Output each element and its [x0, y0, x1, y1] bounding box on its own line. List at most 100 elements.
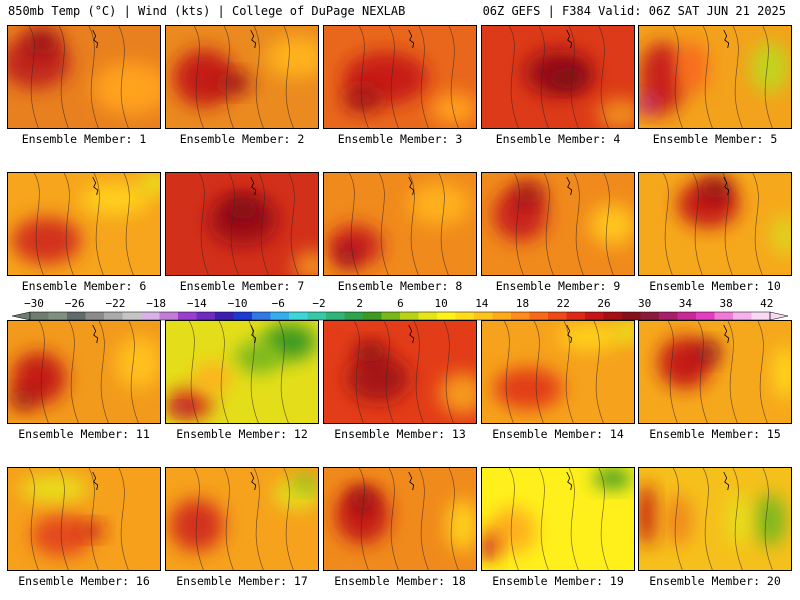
height-contour [757, 321, 768, 423]
coastline [408, 471, 415, 491]
temperature-region [639, 483, 656, 546]
height-contour [563, 321, 574, 423]
temperature-region [92, 62, 160, 115]
height-contour [68, 321, 79, 423]
temperature-region [31, 514, 93, 557]
height-contour [598, 468, 609, 570]
temperature-region [293, 251, 318, 275]
ensemble-member-map [638, 320, 792, 424]
height-contour [383, 321, 394, 423]
temperature-region [11, 217, 82, 264]
temperature-region [343, 85, 382, 112]
coastline [723, 471, 730, 491]
height-contour [58, 26, 69, 128]
temperature-field [324, 26, 476, 128]
ensemble-member-map [323, 467, 477, 571]
ensemble-member-map [7, 320, 161, 424]
temperature-region [677, 41, 709, 94]
colorbar-segment [67, 312, 86, 320]
temperature-region [447, 499, 476, 552]
colorbar-segment [196, 312, 216, 320]
height-contour [58, 468, 69, 570]
temperature-region [235, 341, 282, 373]
coastline [566, 176, 573, 196]
colorbar-segment [548, 312, 567, 320]
coastline [92, 176, 99, 196]
temperature-region [115, 336, 160, 389]
ensemble-member-label: Ensemble Member: 19 [492, 574, 624, 588]
height-contour [218, 321, 229, 423]
height-contour [568, 468, 579, 570]
height-contour [258, 173, 269, 275]
temperature-region [597, 98, 634, 128]
height-contour [508, 468, 519, 570]
height-contour [672, 468, 683, 570]
colorbar-tick-label: 2 [356, 297, 363, 310]
colorbar-segment [141, 312, 160, 320]
ensemble-member-map [165, 25, 319, 129]
coastline [566, 471, 573, 491]
height-contour [702, 468, 713, 570]
colorbar-segment [326, 312, 345, 320]
ensemble-member-label: Ensemble Member: 7 [179, 279, 305, 293]
ensemble-member-label: Ensemble Member: 6 [21, 279, 147, 293]
temperature-region [408, 183, 471, 225]
ensemble-member-label: Ensemble Member: 2 [179, 132, 305, 146]
temperature-field [324, 321, 476, 423]
colorbar-tick-label: 26 [597, 297, 610, 310]
ensemble-member-map [165, 172, 319, 276]
colorbar-tick-label: 42 [760, 297, 773, 310]
temperature-region [335, 486, 390, 544]
ensemble-member-map [638, 467, 792, 571]
colorbar-segment [511, 312, 530, 320]
height-contour [503, 321, 514, 423]
colorbar-segment [659, 312, 678, 320]
colorbar-segment [437, 312, 456, 320]
height-contour [448, 26, 459, 128]
ensemble-member-map [638, 25, 792, 129]
temperature-field [639, 321, 791, 423]
height-contour [193, 468, 204, 570]
colorbar-segment [566, 312, 586, 320]
colorbar-segment [122, 312, 142, 320]
ensemble-member-map [481, 467, 635, 571]
height-contour [388, 468, 399, 570]
coastline [723, 176, 730, 196]
ensemble-member-map [481, 320, 635, 424]
temperature-region [173, 49, 236, 107]
colorbar-segment [400, 312, 419, 320]
temperature-region [166, 388, 213, 420]
height-contour [593, 321, 604, 423]
height-contour [762, 468, 773, 570]
height-contour [418, 26, 429, 128]
height-contour [193, 26, 204, 128]
colorbar-segment [30, 312, 49, 320]
temperature-region [208, 193, 278, 246]
colorbar-segment [622, 312, 641, 320]
temperature-field [639, 468, 791, 570]
colorbar-segment [104, 312, 123, 320]
height-contour [533, 321, 544, 423]
height-contour [288, 173, 299, 275]
height-contour [448, 468, 459, 570]
coastline [566, 324, 573, 344]
height-contour [28, 468, 39, 570]
temperature-region [696, 341, 720, 363]
temperature-colorbar: −30 −26 −22 −18 −14 −10 −6 −2 2 6 10 14 18 22 26 30 34 38… [11, 297, 789, 321]
temperature-region [192, 362, 232, 394]
temperature-region [559, 323, 621, 350]
ensemble-member-map [323, 25, 477, 129]
height-contour [188, 321, 199, 423]
height-contour [692, 173, 703, 275]
colorbar-segment [215, 312, 234, 320]
temperature-region [700, 178, 732, 199]
ensemble-member-map [165, 320, 319, 424]
colorbar-segment [751, 312, 771, 320]
colorbar-tick-label: −14 [187, 297, 207, 310]
temperature-region [219, 72, 251, 94]
temperature-field [8, 321, 160, 423]
colorbar-min-arrow [11, 311, 31, 321]
height-contour [702, 26, 713, 128]
ensemble-member-map [638, 172, 792, 276]
height-contour [513, 173, 524, 275]
